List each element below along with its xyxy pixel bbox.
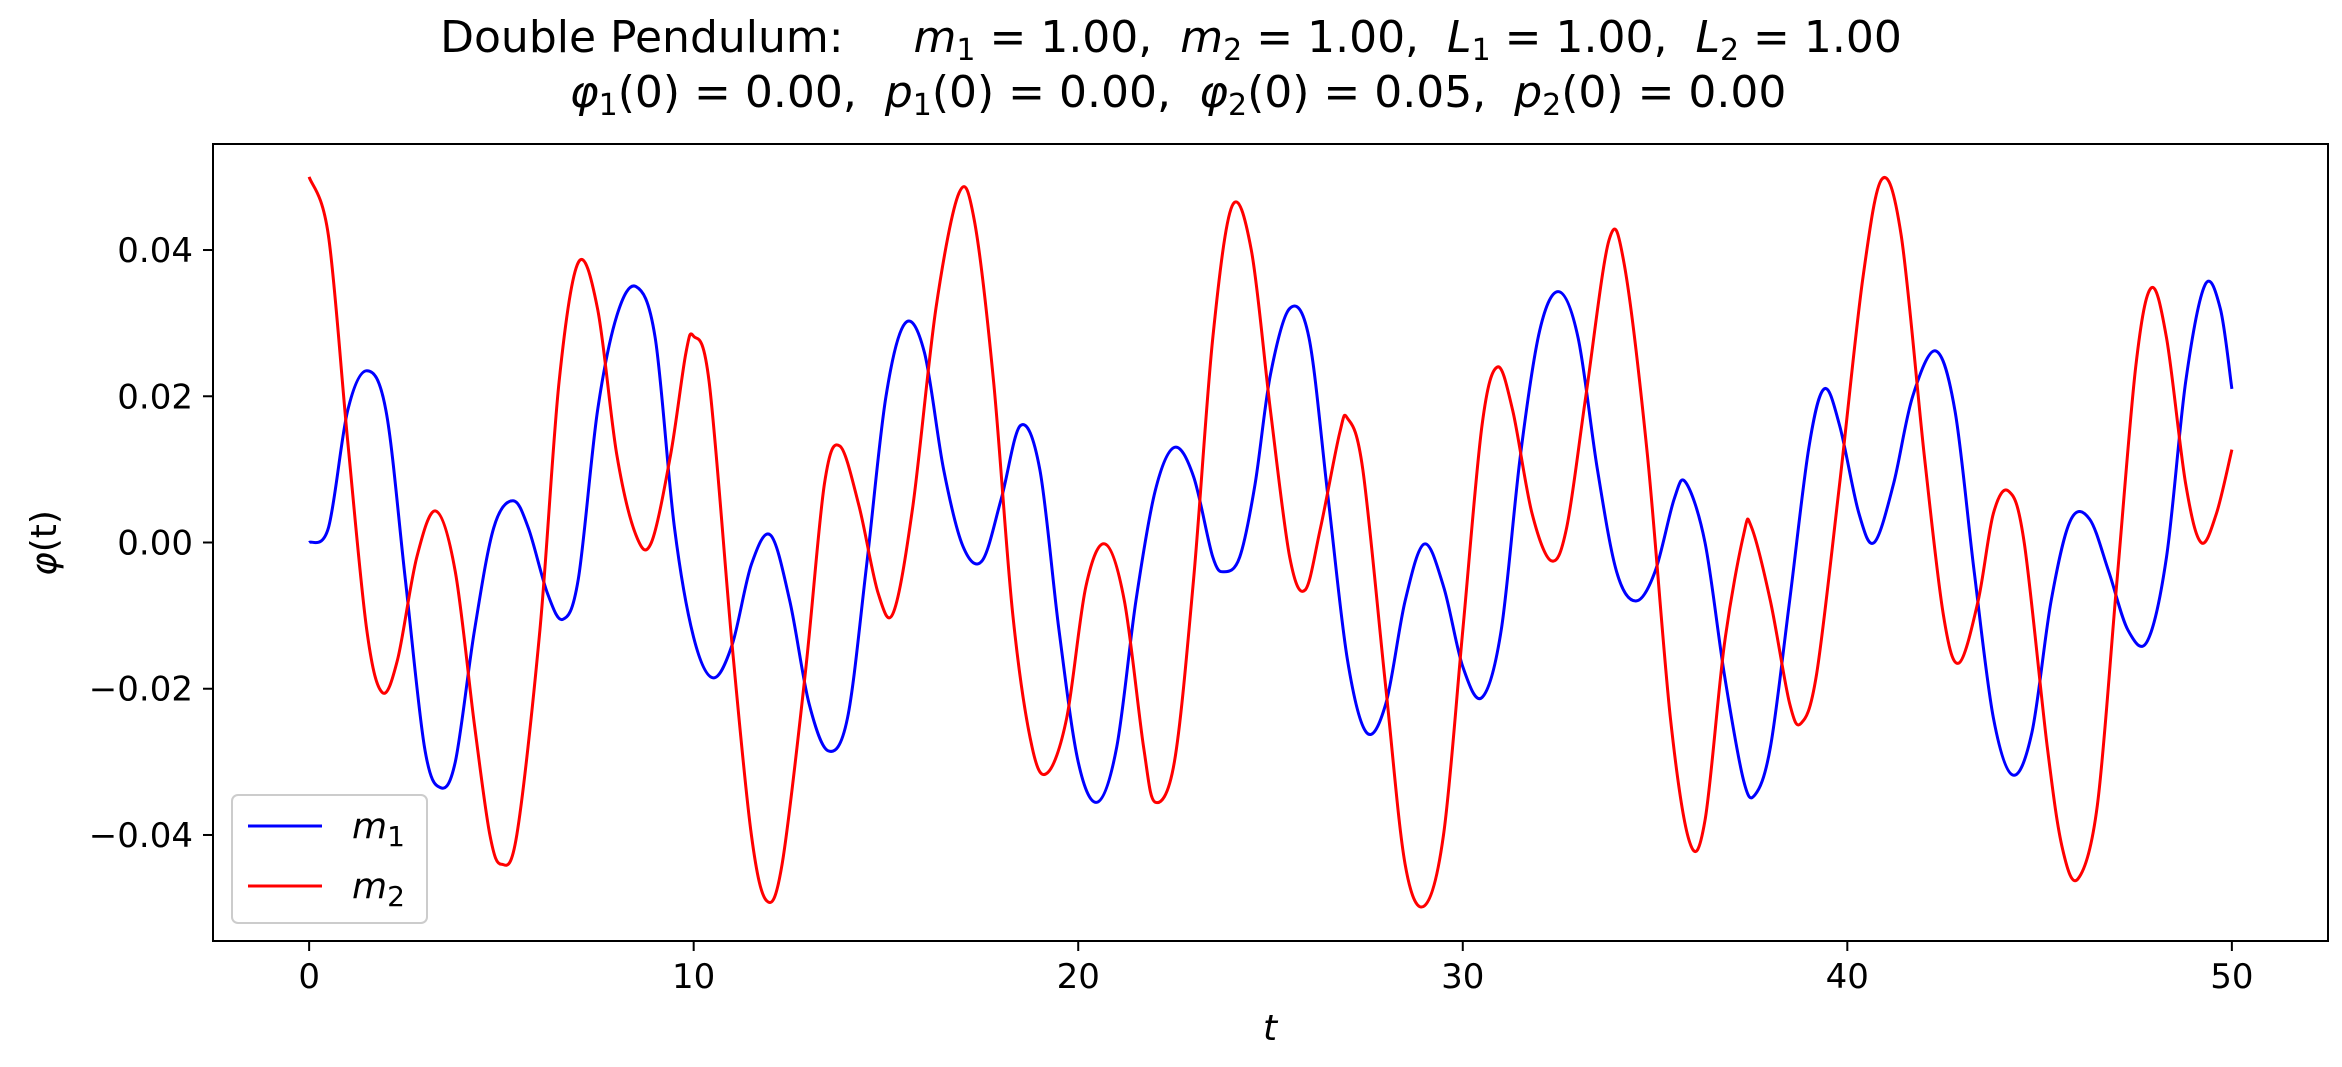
x-axis-label: t [1263,1008,1279,1049]
y-tick-label: 0.02 [117,377,193,417]
y-tick-label: −0.04 [89,816,193,856]
legend-sym: m [352,806,387,847]
x-tick-label: 10 [672,957,715,997]
title-eq: = 1.00, [1491,12,1668,63]
title-eq: (0) = 0.00, [618,67,857,118]
title-sym: p [884,67,913,118]
chart-title-line2: φ1(0) = 0.00, p1(0) = 0.00, φ2(0) = 0.05… [570,67,1787,123]
title-sub: 2 [1228,88,1247,123]
title-eq: (0) = 0.00, [932,67,1171,118]
title-sym: m [914,12,957,63]
y-tick-label: −0.02 [89,670,193,710]
title-prefix: Double Pendulum: [440,12,843,63]
x-tick-label: 0 [298,957,320,997]
plot-area [213,144,2328,941]
title-eq: (0) = 0.05, [1247,67,1486,118]
x-tick-label: 40 [1826,957,1869,997]
title-sub: 1 [599,88,618,123]
title-sub: 1 [1472,33,1491,68]
legend: m1 m2 [231,794,428,924]
title-sym: φ [570,67,599,118]
title-sym: L [1695,12,1720,63]
legend-sub: 1 [387,820,405,853]
title-eq: = 1.00 [1739,12,1902,63]
title-sub: 1 [913,88,932,123]
x-tick-label: 50 [2210,957,2253,997]
title-sub: 1 [956,33,975,68]
title-sym: L [1447,12,1472,63]
series-line-m1 [308,279,2234,804]
x-tick-label: 20 [1057,957,1100,997]
y-axis-label: φ(t) [24,510,65,576]
legend-label-m2: m2 [352,866,405,913]
title-sym: φ [1199,67,1228,118]
legend-sym: m [352,866,387,907]
y-axis-label-symbol: φ [24,552,65,576]
title-sym: m [1180,12,1223,63]
y-ticks: −0.04 −0.02 0.00 0.02 0.04 [89,231,213,856]
chart-title-line1: Double Pendulum: m1 = 1.00, m2 = 1.00, L… [440,12,1902,68]
x-tick-label: 30 [1441,957,1484,997]
title-sub: 2 [1720,33,1739,68]
title-eq: (0) = 0.00 [1561,67,1786,118]
series-line-m2 [307,176,2234,909]
legend-label-m1: m1 [352,806,405,853]
title-sub: 2 [1542,88,1561,123]
x-ticks: 0 10 20 30 40 50 [298,941,2253,997]
series-layer [307,176,2234,909]
y-axis-label-rest: (t) [24,510,65,552]
y-tick-label: 0.04 [117,231,193,271]
y-tick-label: 0.00 [117,524,193,564]
title-sym: p [1513,67,1542,118]
legend-sub: 2 [387,880,405,913]
title-eq: = 1.00, [1242,12,1419,63]
title-eq: = 1.00, [975,12,1152,63]
title-sub: 2 [1223,33,1242,68]
